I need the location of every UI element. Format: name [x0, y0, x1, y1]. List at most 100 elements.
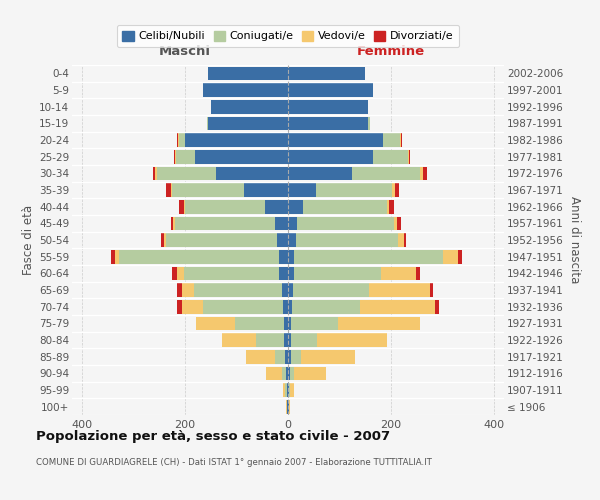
Bar [203, 83, 288, 97]
Bar [288, 366, 293, 380]
Bar [279, 250, 288, 264]
Bar [288, 333, 290, 347]
Bar [207, 116, 288, 130]
Bar [288, 283, 293, 297]
Bar [288, 266, 294, 280]
Bar [283, 366, 288, 380]
Bar [287, 400, 288, 413]
Bar [177, 133, 288, 147]
Bar [203, 83, 288, 97]
Bar [283, 383, 288, 397]
Bar [288, 200, 394, 213]
Bar [288, 83, 373, 97]
Bar [235, 316, 288, 330]
Bar [288, 83, 373, 97]
Bar [284, 316, 288, 330]
Bar [288, 116, 370, 130]
Bar [256, 333, 288, 347]
Text: Popolazione per età, sesso e stato civile - 2007: Popolazione per età, sesso e stato civil… [36, 430, 390, 443]
Bar [288, 366, 326, 380]
Bar [178, 283, 288, 297]
Bar [175, 216, 288, 230]
Bar [265, 200, 288, 213]
Bar [211, 100, 288, 114]
Bar [279, 266, 288, 280]
Bar [207, 116, 288, 130]
Bar [164, 233, 288, 247]
Bar [176, 150, 288, 164]
Bar [208, 116, 288, 130]
Bar [208, 66, 288, 80]
Bar [288, 233, 398, 247]
Bar [288, 250, 462, 264]
Bar [288, 383, 293, 397]
Bar [288, 233, 404, 247]
Bar [288, 266, 380, 280]
Bar [288, 333, 387, 347]
Bar [211, 100, 288, 114]
Legend: Celibi/Nubili, Coniugati/e, Vedovi/e, Divorziati/e: Celibi/Nubili, Coniugati/e, Vedovi/e, Di… [117, 25, 459, 47]
Bar [153, 166, 288, 180]
Bar [282, 283, 288, 297]
Bar [172, 183, 288, 197]
Bar [216, 166, 288, 180]
Bar [288, 200, 389, 213]
Bar [207, 116, 288, 130]
Bar [288, 133, 401, 147]
Bar [283, 300, 288, 314]
Bar [288, 250, 443, 264]
Bar [288, 166, 427, 180]
Bar [284, 333, 288, 347]
Bar [287, 400, 288, 413]
Bar [288, 350, 290, 364]
Bar [288, 300, 434, 314]
Bar [211, 100, 288, 114]
Bar [288, 266, 419, 280]
Bar [286, 383, 288, 397]
Bar [288, 400, 290, 413]
Bar [184, 266, 288, 280]
Bar [222, 333, 288, 347]
Bar [288, 316, 290, 330]
Bar [194, 283, 288, 297]
Bar [179, 133, 288, 147]
Bar [288, 166, 420, 180]
Bar [288, 200, 304, 213]
Bar [178, 266, 288, 280]
Bar [275, 216, 288, 230]
Bar [171, 216, 288, 230]
Bar [185, 133, 288, 147]
Bar [288, 216, 297, 230]
Bar [175, 150, 288, 164]
Bar [185, 200, 288, 213]
Bar [211, 100, 288, 114]
Bar [172, 266, 288, 280]
Bar [288, 383, 293, 397]
Bar [244, 183, 288, 197]
Bar [288, 183, 395, 197]
Bar [182, 283, 288, 297]
Bar [161, 233, 288, 247]
Bar [288, 100, 368, 114]
Bar [288, 150, 408, 164]
Bar [288, 133, 401, 147]
Bar [288, 116, 370, 130]
Bar [288, 250, 294, 264]
Bar [283, 383, 288, 397]
Bar [288, 150, 409, 164]
Text: Maschi: Maschi [159, 45, 211, 58]
Bar [288, 233, 406, 247]
Bar [288, 350, 301, 364]
Bar [178, 133, 288, 147]
Bar [288, 183, 316, 197]
Bar [166, 183, 288, 197]
Bar [179, 200, 288, 213]
Bar [222, 333, 288, 347]
Bar [111, 250, 288, 264]
Bar [286, 400, 288, 413]
Bar [196, 316, 288, 330]
Bar [288, 400, 290, 413]
Bar [288, 83, 373, 97]
Y-axis label: Fasce di età: Fasce di età [22, 205, 35, 275]
Bar [288, 350, 355, 364]
